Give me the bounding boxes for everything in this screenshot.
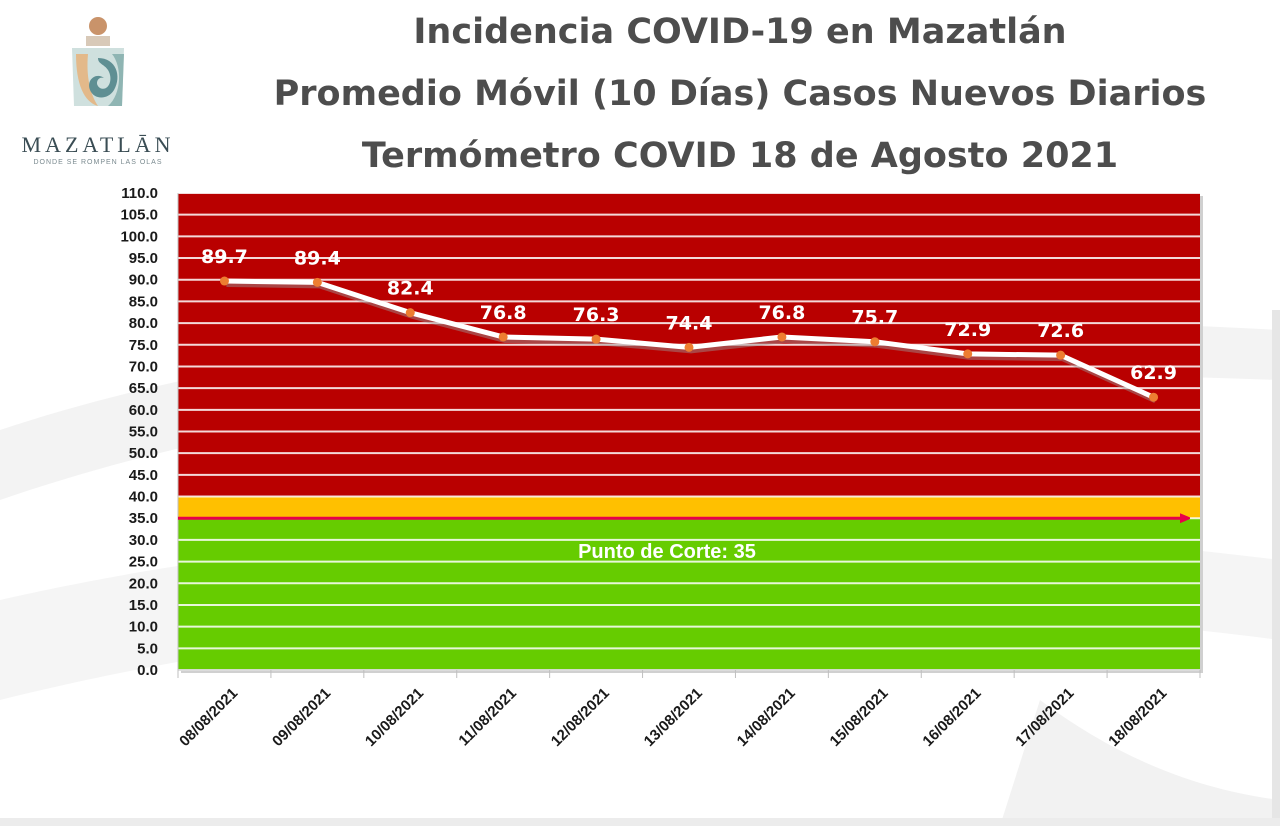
band-1 [178, 496, 1200, 519]
logo-tagline: DONDE SE ROMPEN LAS OLAS [33, 159, 163, 166]
data-point [1149, 392, 1159, 402]
chart-titles: Incidencia COVID-19 en Mazatlán Promedio… [200, 12, 1280, 198]
y-tick-label: 10.0 [129, 619, 158, 636]
y-tick-label: 50.0 [129, 445, 158, 462]
y-tick-label: 30.0 [129, 532, 158, 549]
y-tick-label: 100.0 [120, 228, 158, 245]
title-line-1: Incidencia COVID-19 en Mazatlán [413, 12, 1067, 52]
data-label: 72.6 [1037, 320, 1084, 342]
x-tick-label: 10/08/2021 [362, 685, 427, 750]
y-tick-label: 20.0 [129, 575, 158, 592]
y-tick-label: 85.0 [129, 293, 158, 310]
data-label: 76.8 [758, 302, 805, 324]
data-label: 74.4 [666, 312, 713, 334]
data-point [219, 276, 229, 286]
y-tick-label: 40.0 [129, 489, 158, 506]
x-tick-label: 17/08/2021 [1012, 685, 1077, 750]
cutoff-label: Punto de Corte: 35 [578, 541, 756, 563]
logo-emblem-icon [72, 17, 124, 106]
data-label: 62.9 [1130, 362, 1177, 384]
x-tick-label: 11/08/2021 [455, 685, 520, 750]
data-point [498, 332, 508, 342]
data-point [777, 332, 787, 342]
y-tick-label: 90.0 [129, 272, 158, 289]
y-tick-label: 15.0 [129, 597, 158, 614]
title-line-2: Promedio Móvil (10 Días) Casos Nuevos Di… [273, 74, 1207, 114]
band-0 [178, 518, 1200, 670]
y-tick-label: 0.0 [137, 662, 158, 679]
x-tick-label: 14/08/2021 [734, 685, 799, 750]
data-label: 89.7 [201, 246, 248, 268]
data-label: 89.4 [294, 247, 341, 269]
y-tick-label: 105.0 [120, 207, 158, 224]
title-line-3: Termómetro COVID 18 de Agosto 2021 [361, 136, 1119, 176]
x-tick-label: 18/08/2021 [1105, 685, 1170, 750]
data-point [1056, 350, 1066, 360]
data-point [684, 342, 694, 352]
y-tick-label: 110.0 [121, 185, 158, 202]
x-tick-label: 13/08/2021 [641, 685, 706, 750]
data-point [870, 337, 880, 347]
data-point [591, 334, 601, 344]
y-tick-label: 35.0 [129, 510, 158, 527]
y-tick-label: 45.0 [129, 467, 158, 484]
mazatlan-logo: MAZATLĀN DONDE SE ROMPEN LAS OLAS [18, 14, 178, 174]
x-tick-label: 09/08/2021 [269, 685, 334, 750]
data-point [312, 277, 322, 287]
x-tick-label: 16/08/2021 [919, 685, 984, 750]
y-tick-label: 55.0 [129, 424, 158, 441]
y-tick-label: 95.0 [129, 250, 158, 267]
x-tick-label: 12/08/2021 [548, 685, 613, 750]
y-tick-label: 70.0 [129, 358, 158, 375]
y-tick-label: 75.0 [129, 337, 158, 354]
data-label: 82.4 [387, 278, 434, 300]
data-point [963, 349, 973, 359]
data-point [405, 308, 415, 318]
logo-wordmark: MAZATLĀN [21, 132, 175, 157]
y-tick-label: 5.0 [137, 640, 158, 657]
data-label: 76.3 [573, 304, 620, 326]
y-tick-label: 80.0 [129, 315, 158, 332]
y-tick-label: 60.0 [129, 402, 158, 419]
y-tick-label: 65.0 [129, 380, 158, 397]
x-tick-label: 15/08/2021 [827, 685, 892, 750]
data-label: 75.7 [851, 307, 898, 329]
x-tick-label: 08/08/2021 [176, 685, 241, 750]
y-tick-label: 25.0 [129, 554, 158, 571]
data-label: 76.8 [480, 302, 527, 324]
data-label: 72.9 [944, 319, 991, 341]
